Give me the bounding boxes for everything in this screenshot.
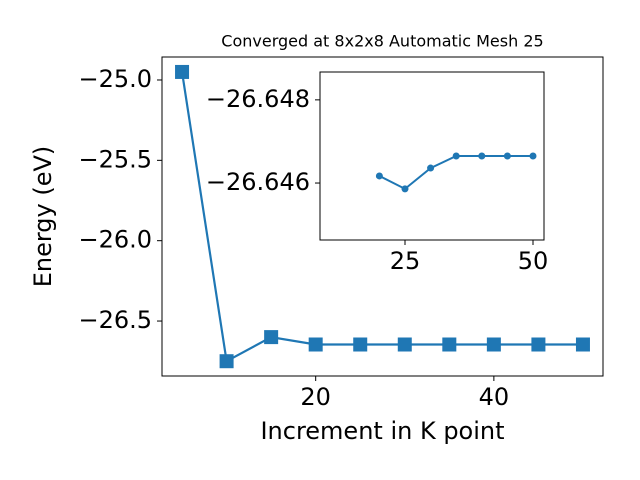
y-tick-label: −26.646 — [206, 168, 310, 196]
axes-frame — [319, 71, 545, 241]
x-tick-label: 50 — [518, 247, 549, 275]
marker — [401, 185, 409, 193]
x-axis-label: Increment in K point — [260, 417, 504, 445]
chart-title: Converged at 8x2x8 Automatic Mesh 25 — [221, 32, 543, 51]
x-tick-label: 25 — [390, 247, 421, 275]
x-tick-label: 40 — [479, 383, 510, 411]
marker — [427, 164, 435, 172]
marker — [353, 337, 368, 352]
marker — [219, 354, 234, 369]
marker — [478, 152, 486, 160]
y-tick-label: −26.0 — [78, 226, 152, 254]
y-tick-label: −26.648 — [206, 85, 310, 113]
marker — [529, 152, 537, 160]
series-line — [180, 71, 583, 363]
x-tick-label: 20 — [300, 383, 331, 411]
marker — [452, 152, 460, 160]
marker — [531, 337, 546, 352]
y-tick-label: −25.0 — [78, 65, 152, 93]
marker — [575, 337, 590, 352]
marker — [375, 172, 383, 180]
marker — [308, 337, 323, 352]
marker — [175, 64, 190, 79]
marker — [264, 330, 279, 345]
y-tick-label: −25.5 — [78, 145, 152, 173]
y-axis-label: Energy (eV) — [29, 146, 57, 288]
y-tick-label: −26.5 — [78, 306, 152, 334]
axes-frame — [161, 56, 604, 377]
marker — [442, 337, 457, 352]
marker — [397, 337, 412, 352]
marker — [503, 152, 511, 160]
marker — [486, 337, 501, 352]
